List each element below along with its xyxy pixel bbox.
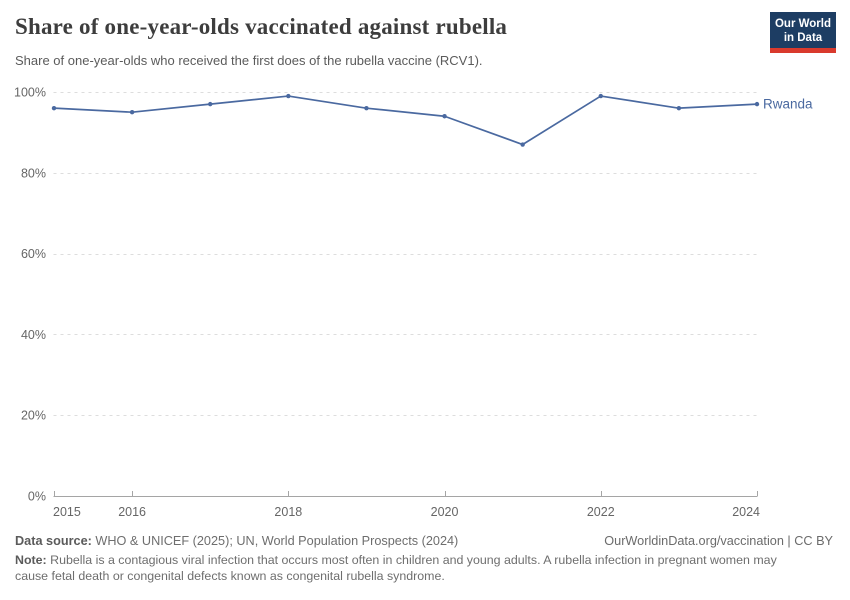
x-axis-label: 2018 <box>274 505 302 519</box>
note-text: Rubella is a contagious viral infection … <box>15 553 777 583</box>
chart-subtitle: Share of one-year-olds who received the … <box>15 53 483 68</box>
x-axis-label: 2015 <box>53 505 81 519</box>
data-point-2020[interactable] <box>442 114 447 119</box>
y-axis-label: 100% <box>14 86 46 100</box>
data-source-line: Data source: WHO & UNICEF (2025); UN, Wo… <box>15 534 458 548</box>
data-point-2017[interactable] <box>208 101 213 107</box>
data-point-2022[interactable] <box>598 93 603 99</box>
owid-logo-line1: Our World <box>774 18 831 30</box>
rwanda-line[interactable] <box>53 95 758 146</box>
x-axis-label: 2016 <box>118 505 146 519</box>
owid-logo[interactable]: Our World in Data <box>770 12 836 53</box>
owid-logo-line2: in Data <box>783 32 823 44</box>
y-axis-label: 60% <box>21 247 46 261</box>
x-axis-label: 2022 <box>587 505 615 519</box>
y-axis-label: 40% <box>21 328 46 342</box>
data-source-label: Data source: <box>15 534 92 548</box>
data-source-text: WHO & UNICEF (2025); UN, World Populatio… <box>91 534 459 548</box>
data-point-2021[interactable] <box>520 142 525 147</box>
data-point-2019[interactable] <box>364 105 369 111</box>
note-line: Note: Rubella is a contagious viral infe… <box>15 552 812 584</box>
y-axis-label: 20% <box>21 409 46 423</box>
data-point-2024[interactable] <box>754 101 760 107</box>
data-point-2018[interactable] <box>286 93 291 99</box>
y-axis-label: 80% <box>21 166 46 180</box>
data-point-2016[interactable] <box>129 110 135 115</box>
x-axis-label: 2020 <box>431 505 459 519</box>
series-label-rwanda[interactable]: Rwanda <box>763 97 813 112</box>
note-label: Note: <box>15 553 47 567</box>
page-title: Share of one-year-olds vaccinated agains… <box>15 14 508 39</box>
x-axis-label: 2024 <box>732 505 760 519</box>
credit-link[interactable]: OurWorldinData.org/vaccination | CC BY <box>604 534 833 548</box>
data-point-2015[interactable] <box>51 105 57 111</box>
data-point-2023[interactable] <box>676 105 682 111</box>
y-axis-label: 0% <box>28 490 46 504</box>
